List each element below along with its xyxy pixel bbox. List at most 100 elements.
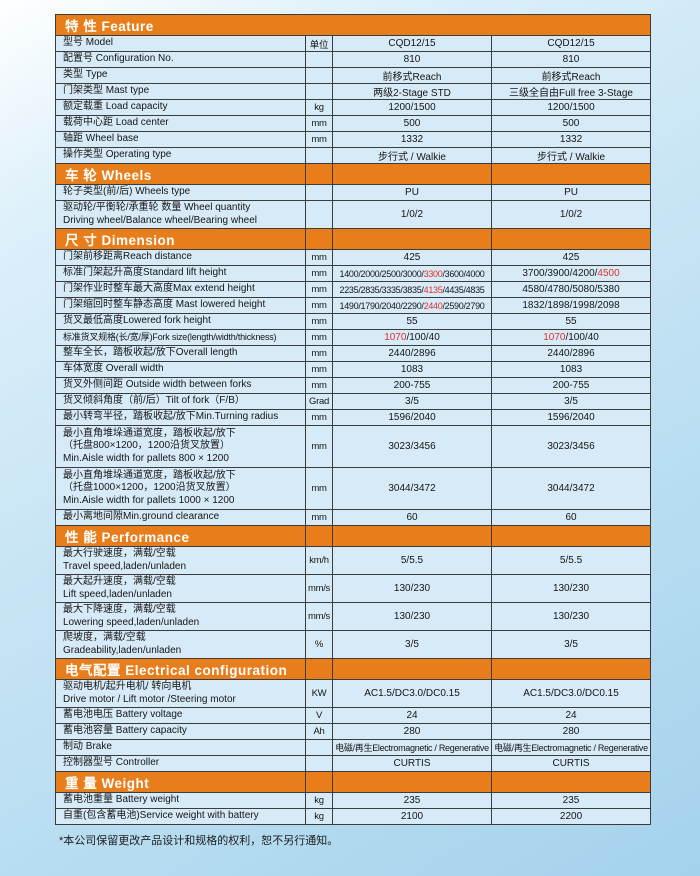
value-cell-col2: CURTIS bbox=[490, 755, 652, 772]
spec-row: 货叉倾斜角度（前/后）Tilt of fork（F/B） Grad 3/5 3/5 bbox=[55, 393, 652, 410]
value-highlight: 1070 bbox=[543, 332, 566, 343]
value-text: 1332 bbox=[559, 134, 583, 145]
value-cell-col2: 1070/100/40 bbox=[490, 329, 652, 346]
row-label: 载荷中心距 Load center bbox=[55, 115, 306, 132]
value-cell-col1: 1200/1500 bbox=[332, 99, 492, 116]
value-text: /4435/4835 bbox=[442, 284, 485, 295]
value-text: 步行式 / Walkie bbox=[378, 152, 446, 163]
unit-cell bbox=[305, 739, 333, 756]
value-text: 24 bbox=[565, 710, 577, 721]
row-label: 蓄电池容量 Battery capacity bbox=[55, 723, 306, 740]
value-highlight: 4135 bbox=[423, 284, 443, 295]
value-cell-col1: 810 bbox=[332, 51, 492, 68]
row-label: 最大行驶速度，满载/空载 Travel speed,laden/unladen bbox=[55, 546, 306, 575]
unit-cell bbox=[305, 147, 333, 164]
row-label: 门架作业时整车最大高度Max extend height bbox=[55, 281, 306, 298]
spec-row: 额定载重 Load capacity kg 1200/1500 1200/1500 bbox=[55, 99, 652, 116]
value-cell-col1: AC1.5/DC3.0/DC0.15 bbox=[332, 679, 492, 708]
value-cell-col1: 3/5 bbox=[332, 393, 492, 410]
value-cell-col1: PU bbox=[332, 184, 492, 201]
value-text: 130/230 bbox=[393, 583, 431, 594]
spec-row: 最大起升速度，满载/空载 Lift speed,laden/unladen mm/s… bbox=[55, 574, 652, 603]
row-label: 类型 Type bbox=[55, 67, 306, 84]
value-cell-col2: 2200 bbox=[490, 808, 652, 825]
row-label: 标准门架起升高度Standard lift height bbox=[55, 265, 306, 282]
spec-row: 门架类型 Mast type 两级2-Stage STD 三级全自由Full fre… bbox=[55, 83, 652, 100]
unit-cell bbox=[305, 184, 333, 201]
value-text: 1596/2040 bbox=[388, 412, 436, 423]
value-cell-col2: CQD12/15 bbox=[490, 35, 652, 52]
value-cell-col1: 电磁/再生Electromagnetic / Regenerative bbox=[332, 739, 492, 756]
value-text: 55 bbox=[406, 316, 418, 327]
value-cell-col1: 2100 bbox=[332, 808, 492, 825]
value-text: 3/5 bbox=[405, 639, 419, 650]
value-cell-col2: 1083 bbox=[490, 361, 652, 378]
unit-cell: mm bbox=[305, 249, 333, 266]
value-cell-col1: CQD12/15 bbox=[332, 35, 492, 52]
section-header-cell bbox=[305, 525, 333, 547]
value-text: 1083 bbox=[559, 364, 583, 375]
row-label: 最小转弯半径，踏板收起/放下Min.Turning radius bbox=[55, 409, 306, 426]
value-text: 280 bbox=[562, 726, 580, 737]
value-highlight: 3300 bbox=[423, 268, 443, 279]
row-label: 额定载重 Load capacity bbox=[55, 99, 306, 116]
unit-cell: mm bbox=[305, 265, 333, 282]
value-cell-col1: 500 bbox=[332, 115, 492, 132]
value-cell-col1: 3044/3472 bbox=[332, 467, 492, 510]
spec-row: 载荷中心距 Load center mm 500 500 bbox=[55, 115, 652, 132]
value-cell-col2: 55 bbox=[490, 313, 652, 330]
value-text: 2440/2896 bbox=[547, 348, 595, 359]
value-cell-col2: 130/230 bbox=[490, 602, 652, 631]
value-cell-col2: 130/230 bbox=[490, 574, 652, 603]
row-label: 配置号 Configuration No. bbox=[55, 51, 306, 68]
value-text: 3023/3456 bbox=[388, 441, 436, 452]
section-header-cell bbox=[305, 228, 333, 250]
row-label: 货叉最低高度Lowered fork height bbox=[55, 313, 306, 330]
section-header-cell bbox=[332, 771, 492, 793]
row-label: 爬坡度，满载/空载 Gradeability,laden/unladen bbox=[55, 630, 306, 659]
value-cell-col2: 1596/2040 bbox=[490, 409, 652, 426]
value-cell-col2: 60 bbox=[490, 509, 652, 526]
section-title-weight: 重 量 Weight bbox=[55, 771, 306, 793]
spec-row: 整车全长，踏板收起/放下Overall length mm 2440/2896 244… bbox=[55, 345, 652, 362]
value-cell-col2: 1/0/2 bbox=[490, 200, 652, 229]
unit-cell: mm bbox=[305, 345, 333, 362]
unit-cell: mm bbox=[305, 425, 333, 468]
unit-cell: mm bbox=[305, 467, 333, 510]
section-title-electrical: 电气配置 Electrical configuration bbox=[55, 658, 306, 680]
spec-row: 轮子类型(前/后) Wheels type PU PU bbox=[55, 184, 652, 201]
value-text: CQD12/15 bbox=[388, 38, 436, 49]
value-cell-col2: 810 bbox=[490, 51, 652, 68]
row-label: 控制器型号 Controller bbox=[55, 755, 306, 772]
row-label: 货叉外侧间距 Outside width between forks bbox=[55, 377, 306, 394]
value-cell-col1: 两级2-Stage STD bbox=[332, 83, 492, 100]
spec-row: 最大行驶速度，满载/空载 Travel speed,laden/unladen km… bbox=[55, 546, 652, 575]
row-label: 门架前移距离Reach distance bbox=[55, 249, 306, 266]
unit-cell: mm/s bbox=[305, 574, 333, 603]
value-text: 55 bbox=[565, 316, 577, 327]
value-text: PU bbox=[564, 187, 578, 198]
value-text: 1596/2040 bbox=[547, 412, 595, 423]
value-text: 2100 bbox=[400, 811, 424, 822]
row-label: 蓄电池电压 Battery voltage bbox=[55, 707, 306, 724]
value-text: 1/0/2 bbox=[400, 209, 424, 220]
spec-row: 自重(包含蓄电池)Service weight with battery kg 21… bbox=[55, 808, 652, 825]
value-cell-col1: 步行式 / Walkie bbox=[332, 147, 492, 164]
value-cell-col2: 1832/1898/1998/2098 bbox=[490, 297, 652, 314]
value-cell-col1: CURTIS bbox=[332, 755, 492, 772]
value-cell-col1: 1490/1790/2040/2290/2440/2590/2790 bbox=[332, 297, 492, 314]
section-header-row-weight: 重 量 Weight bbox=[55, 771, 652, 793]
footnote: *本公司保留更改产品设计和规格的权利，恕不另行通知。 bbox=[59, 835, 339, 847]
row-label: 最大起升速度，满载/空载 Lift speed,laden/unladen bbox=[55, 574, 306, 603]
value-highlight: 1070 bbox=[384, 332, 407, 343]
unit-cell: km/h bbox=[305, 546, 333, 575]
value-text: 1490/1790/2040/2290/ bbox=[339, 300, 424, 311]
value-cell-col2: 1332 bbox=[490, 131, 652, 148]
value-text: /3600/4000 bbox=[442, 268, 485, 279]
value-text: 步行式 / Walkie bbox=[537, 152, 605, 163]
value-cell-col2: 425 bbox=[490, 249, 652, 266]
value-cell-col2: 24 bbox=[490, 707, 652, 724]
row-label: 标准货叉规格(长/宽/厚)Fork size(length/width/thic… bbox=[55, 329, 306, 346]
row-label: 型号 Model bbox=[55, 35, 306, 52]
